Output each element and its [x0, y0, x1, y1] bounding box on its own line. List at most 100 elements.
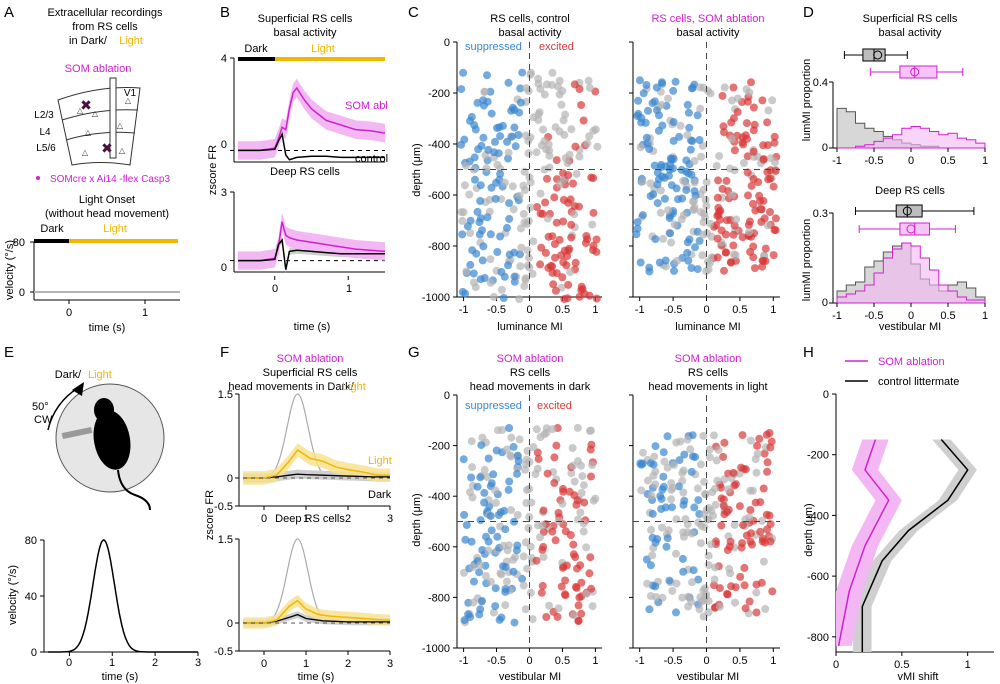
g1-point — [577, 578, 586, 587]
c1-point — [496, 132, 505, 141]
c-xlabel-right: luminance MI — [675, 321, 740, 333]
c2-point — [729, 241, 738, 250]
g2-point — [665, 576, 674, 585]
c1-point — [476, 214, 485, 223]
c2-point — [670, 266, 678, 275]
g2-point — [650, 452, 659, 461]
c1-point — [487, 109, 496, 118]
g2-point — [753, 441, 762, 450]
c2-point — [756, 205, 765, 214]
c1-point — [551, 123, 560, 132]
g2-point — [651, 480, 660, 489]
g2-point — [710, 575, 719, 584]
g2-point — [752, 588, 761, 597]
c2-xtick-label: -0.5 — [664, 304, 683, 316]
g1-point — [486, 512, 495, 521]
g1-point — [579, 481, 588, 490]
c2-point — [722, 176, 731, 185]
c2-point — [644, 106, 652, 115]
c1-point — [587, 173, 596, 182]
g2-point — [705, 453, 714, 462]
c2-xtick-label: -1 — [635, 304, 645, 316]
c1-point — [585, 83, 594, 92]
g1-point — [502, 445, 511, 454]
c1-ytick-label: -400 — [428, 139, 450, 151]
d-ytick: 0.3 — [813, 208, 828, 220]
g1-point — [524, 524, 533, 532]
g2-point — [753, 449, 762, 458]
c1-xtick-label: -1 — [459, 304, 469, 316]
g2-point — [756, 527, 765, 536]
g2-point — [675, 456, 684, 465]
c1-point — [567, 233, 576, 242]
c1-point — [538, 209, 547, 218]
b-som-label: SOM abl — [345, 100, 388, 112]
g2-point — [686, 445, 695, 454]
g2-point — [672, 438, 681, 447]
f-dark-label: Dark — [368, 489, 392, 501]
c2-point — [686, 145, 695, 154]
g1-point — [497, 570, 506, 579]
f1-ytick-label: 1.5 — [218, 389, 233, 401]
c2-point — [656, 208, 665, 217]
panel-letter-h: H — [803, 344, 814, 361]
c1-point — [526, 203, 535, 212]
g-left-scatter: 0 -200 -400 -600 -800 -1000 -1 -0.5 0 0.5 1 — [422, 390, 602, 667]
g2-point — [678, 554, 687, 563]
g2-point — [668, 483, 677, 492]
c2-point — [726, 164, 734, 173]
c2-point — [650, 97, 659, 106]
panel-letter-f: F — [220, 344, 229, 361]
g1-point — [534, 454, 543, 463]
g2-point — [738, 431, 747, 440]
c1-point — [478, 226, 486, 235]
c1-point — [505, 199, 514, 208]
g2-point — [643, 476, 652, 485]
g2-point — [711, 500, 720, 509]
g1-point — [538, 581, 547, 590]
g-excited-label: excited — [537, 400, 572, 412]
g1-point — [539, 553, 548, 561]
c2-point — [713, 253, 722, 262]
g1-point — [521, 605, 530, 614]
a-ytick: 0 — [19, 287, 25, 299]
c1-point — [585, 291, 594, 300]
c1-point — [575, 292, 584, 301]
c1-point — [516, 98, 525, 107]
c1-point — [460, 135, 469, 144]
c2-point — [728, 96, 736, 105]
g1-xtick-label: -1 — [459, 655, 469, 667]
c1-point — [492, 178, 500, 187]
neuron-glyph: △ — [82, 148, 89, 157]
c1-ytick-label: -1000 — [422, 292, 450, 304]
c2-point — [771, 214, 780, 223]
g2-point — [637, 486, 646, 495]
g2-point — [680, 450, 689, 459]
panel-g: SOM ablation RS cells head movements in … — [411, 353, 780, 683]
g2-xtick-label: -1 — [635, 655, 645, 667]
c2-point — [713, 234, 722, 243]
b-xtick: 0 — [272, 283, 278, 295]
c2-point — [743, 168, 752, 177]
g1-point — [507, 506, 516, 515]
g1-point — [542, 613, 551, 621]
g2-point — [696, 539, 705, 548]
g2-point — [752, 608, 761, 617]
d2-hist-som — [836, 242, 986, 304]
c1-point — [542, 80, 551, 89]
b2-control-line — [238, 238, 385, 270]
g1-point — [577, 488, 586, 497]
d-ytick: 0 — [822, 297, 828, 309]
g2-point — [679, 500, 688, 509]
c1-point — [534, 116, 543, 124]
g2-point — [717, 494, 726, 503]
g1-point — [575, 593, 584, 602]
cortex-schematic: △ △ △ △ △ △ △ ✖ ✖ — [57, 77, 141, 166]
c1-point — [466, 229, 475, 237]
g1-point — [527, 498, 536, 507]
g2-point — [763, 458, 772, 467]
g1-point — [554, 509, 563, 517]
panel-c: RS cells, control basal activity RS cell… — [411, 13, 781, 333]
g2-point — [745, 597, 754, 606]
g1-point — [561, 576, 570, 585]
